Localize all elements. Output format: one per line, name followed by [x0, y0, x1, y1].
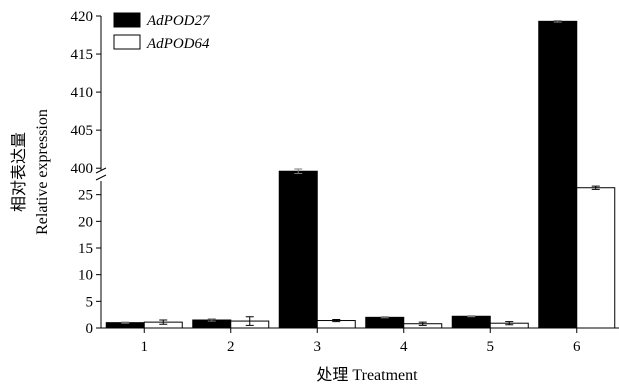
error-bar	[553, 20, 562, 23]
error-bar	[418, 321, 427, 326]
bar-adpod27-6	[538, 20, 578, 329]
y-tick-label: 405	[71, 123, 94, 139]
y-tick-label: 15	[78, 241, 93, 257]
bar-adpod27-4	[365, 316, 405, 329]
y-tick-label: 415	[71, 47, 94, 63]
legend-swatch-series-1	[113, 12, 141, 28]
error-bar	[245, 316, 254, 326]
y-tick-label: 5	[86, 294, 94, 310]
x-tick-label: 3	[314, 339, 322, 355]
error-bar	[207, 318, 216, 322]
y-tick-label: 10	[78, 268, 93, 284]
error-bar	[159, 319, 168, 325]
y-tick-label: 20	[78, 214, 93, 230]
x-tick-label: 6	[573, 339, 581, 355]
x-tick-label: 4	[400, 339, 408, 355]
y-tick-label: 25	[78, 188, 93, 204]
legend-swatch-series-2	[113, 34, 141, 50]
bar-adpod64-6	[576, 187, 616, 329]
bar-adpod27-5	[451, 315, 491, 329]
legend-label-series-2: AdPOD64	[146, 36, 210, 52]
y-tick-label: 0	[86, 321, 94, 337]
bars	[105, 20, 616, 329]
y-axis-title-cn: 相对表达量	[10, 132, 28, 212]
x-axis-title: 处理 Treatment	[316, 366, 418, 384]
x-tick-label: 2	[227, 339, 235, 355]
x-axis: 1 2 3 4 5 6	[101, 327, 619, 355]
axis-break-mark	[95, 174, 107, 181]
x-tick-label: 5	[487, 339, 495, 355]
legend-label-series-1: AdPOD27	[146, 13, 211, 29]
error-bar	[332, 318, 341, 323]
error-bar	[121, 321, 130, 324]
y-tick-label: 420	[71, 9, 94, 25]
y-tick-label: 400	[71, 161, 94, 177]
error-bar	[380, 316, 389, 319]
bar-adpod27-3	[278, 170, 318, 329]
error-bar	[505, 321, 514, 326]
y-axis: 0 5 10 15 20 25 400 405 410 415 420	[71, 9, 107, 337]
error-bar	[467, 315, 476, 318]
axis-break-mark	[95, 167, 107, 174]
error-bar	[294, 168, 303, 175]
error-bar	[591, 185, 600, 190]
x-tick-label: 1	[141, 339, 149, 355]
y-axis-title-en: Relative expression	[34, 109, 51, 235]
legend: AdPOD27 AdPOD64	[113, 12, 211, 52]
y-tick-label: 410	[71, 85, 94, 101]
